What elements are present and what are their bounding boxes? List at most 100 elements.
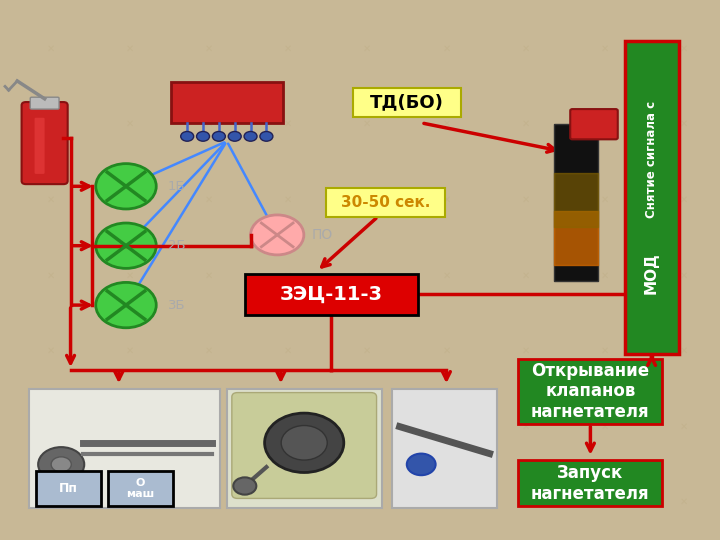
Text: Открывание
клапанов
нагнетателя: Открывание клапанов нагнетателя xyxy=(531,362,649,421)
FancyBboxPatch shape xyxy=(554,124,598,281)
Text: ✕: ✕ xyxy=(46,422,55,431)
Text: ✕: ✕ xyxy=(680,44,688,53)
Circle shape xyxy=(265,413,344,472)
Text: ✕: ✕ xyxy=(363,44,372,53)
Text: ✕: ✕ xyxy=(363,119,372,129)
Text: ✕: ✕ xyxy=(46,119,55,129)
Text: ✕: ✕ xyxy=(680,497,688,507)
Circle shape xyxy=(244,131,257,141)
Text: ✕: ✕ xyxy=(521,346,530,356)
Circle shape xyxy=(260,131,273,141)
FancyBboxPatch shape xyxy=(518,359,662,424)
Text: 30-50 сек.: 30-50 сек. xyxy=(341,195,430,210)
Text: ✕: ✕ xyxy=(46,44,55,53)
Text: ✕: ✕ xyxy=(363,346,372,356)
Circle shape xyxy=(51,457,71,472)
Text: ✕: ✕ xyxy=(284,422,292,431)
Text: ✕: ✕ xyxy=(125,497,134,507)
Text: ✕: ✕ xyxy=(680,271,688,280)
Text: ✕: ✕ xyxy=(125,195,134,205)
Text: ✕: ✕ xyxy=(46,497,55,507)
FancyBboxPatch shape xyxy=(171,82,282,123)
Text: ✕: ✕ xyxy=(600,422,609,431)
Text: ✕: ✕ xyxy=(284,44,292,53)
Text: ЗЭЦ-11-3: ЗЭЦ-11-3 xyxy=(279,285,383,304)
Text: ✕: ✕ xyxy=(521,195,530,205)
Circle shape xyxy=(96,223,156,268)
Text: ✕: ✕ xyxy=(600,346,609,356)
Text: 1Б: 1Б xyxy=(168,180,185,193)
Text: ✕: ✕ xyxy=(600,119,609,129)
Circle shape xyxy=(251,215,304,255)
Text: МОД: МОД xyxy=(644,252,659,294)
Text: ✕: ✕ xyxy=(680,119,688,129)
Text: 3Б: 3Б xyxy=(168,299,185,312)
Text: Запуск
нагнетателя: Запуск нагнетателя xyxy=(531,464,649,503)
Text: Снятие сигнала с: Снятие сигнала с xyxy=(645,101,658,218)
FancyBboxPatch shape xyxy=(30,97,59,109)
Text: ✕: ✕ xyxy=(680,422,688,431)
Text: ✕: ✕ xyxy=(521,422,530,431)
Text: ✕: ✕ xyxy=(284,497,292,507)
FancyBboxPatch shape xyxy=(325,188,445,217)
FancyBboxPatch shape xyxy=(22,102,68,184)
Text: ПО: ПО xyxy=(312,228,333,242)
Text: ✕: ✕ xyxy=(204,195,213,205)
Text: ТД(БО): ТД(БО) xyxy=(370,93,444,112)
Text: О
маш: О маш xyxy=(126,477,155,499)
Text: ✕: ✕ xyxy=(680,195,688,205)
Text: ✕: ✕ xyxy=(125,271,134,280)
Text: ✕: ✕ xyxy=(442,497,451,507)
FancyBboxPatch shape xyxy=(625,40,679,354)
Text: ✕: ✕ xyxy=(284,119,292,129)
Text: ✕: ✕ xyxy=(46,346,55,356)
Text: ✕: ✕ xyxy=(204,271,213,280)
FancyBboxPatch shape xyxy=(227,389,382,508)
FancyBboxPatch shape xyxy=(570,109,618,139)
Circle shape xyxy=(228,131,241,141)
Text: ✕: ✕ xyxy=(204,119,213,129)
Text: ✕: ✕ xyxy=(600,497,609,507)
Text: ✕: ✕ xyxy=(363,422,372,431)
Circle shape xyxy=(96,282,156,328)
Text: ✕: ✕ xyxy=(363,195,372,205)
Text: ✕: ✕ xyxy=(204,44,213,53)
Text: ✕: ✕ xyxy=(521,271,530,280)
Text: ✕: ✕ xyxy=(442,119,451,129)
Text: ✕: ✕ xyxy=(521,119,530,129)
Text: ✕: ✕ xyxy=(125,422,134,431)
FancyBboxPatch shape xyxy=(518,460,662,507)
Text: ✕: ✕ xyxy=(204,346,213,356)
Text: ✕: ✕ xyxy=(600,271,609,280)
FancyBboxPatch shape xyxy=(353,87,461,117)
Text: Пп: Пп xyxy=(59,482,78,495)
Text: ✕: ✕ xyxy=(363,497,372,507)
Text: ✕: ✕ xyxy=(125,346,134,356)
FancyBboxPatch shape xyxy=(108,471,173,506)
FancyBboxPatch shape xyxy=(232,393,377,498)
Text: ✕: ✕ xyxy=(284,271,292,280)
Text: ✕: ✕ xyxy=(284,346,292,356)
Text: ✕: ✕ xyxy=(680,346,688,356)
Text: ✕: ✕ xyxy=(442,346,451,356)
Text: ✕: ✕ xyxy=(442,422,451,431)
Text: ✕: ✕ xyxy=(46,271,55,280)
Text: ✕: ✕ xyxy=(125,44,134,53)
Circle shape xyxy=(281,426,327,460)
FancyBboxPatch shape xyxy=(245,274,418,314)
FancyBboxPatch shape xyxy=(36,471,101,506)
Text: ✕: ✕ xyxy=(442,44,451,53)
Text: ✕: ✕ xyxy=(46,195,55,205)
FancyBboxPatch shape xyxy=(392,389,497,508)
Text: ✕: ✕ xyxy=(521,44,530,53)
Text: ✕: ✕ xyxy=(125,119,134,129)
Circle shape xyxy=(38,447,84,482)
Text: ✕: ✕ xyxy=(284,195,292,205)
Text: ✕: ✕ xyxy=(204,422,213,431)
FancyBboxPatch shape xyxy=(29,389,220,508)
Circle shape xyxy=(212,131,225,141)
Text: ✕: ✕ xyxy=(521,497,530,507)
Text: ✕: ✕ xyxy=(600,44,609,53)
Text: ✕: ✕ xyxy=(363,271,372,280)
Circle shape xyxy=(407,454,436,475)
